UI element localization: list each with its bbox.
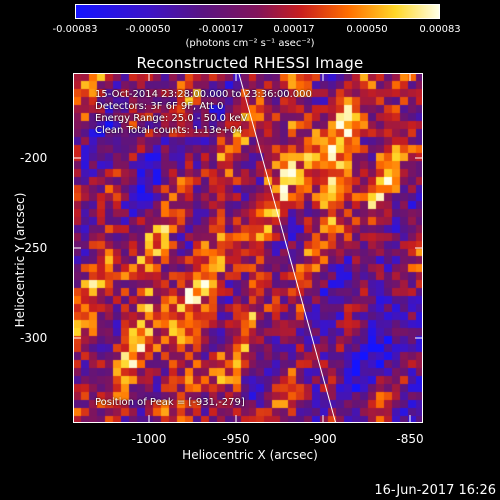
- colorbar-tick: -0.00017: [198, 24, 244, 35]
- colorbar-tick: -0.00083: [52, 24, 98, 35]
- x-tick-label: -900: [309, 432, 337, 446]
- x-axis-title: Heliocentric X (arcsec): [182, 448, 318, 462]
- timestamp-footer: 16-Jun-2017 16:26: [374, 483, 496, 498]
- image-panel: 15-Oct-2014 23:28:00.000 to 23:36:00.000…: [73, 73, 423, 423]
- x-tick-label: -950: [222, 432, 250, 446]
- image-title: Reconstructed RHESSI Image: [136, 54, 364, 72]
- time-range: 15-Oct-2014 23:28:00.000 to 23:36:00.000: [95, 89, 312, 100]
- x-tick-label: -850: [396, 432, 424, 446]
- colorbar-tick: 0.00050: [346, 24, 388, 35]
- colorbar-units: (photons cm⁻² s⁻¹ asec⁻²): [185, 38, 315, 49]
- rhessi-image-map: [74, 74, 422, 422]
- colorbar-tick: 0.00017: [273, 24, 315, 35]
- x-tick-label: -1000: [131, 432, 167, 446]
- clean-counts: Clean Total counts: 1.13e+04: [95, 125, 243, 136]
- peak-position: Position of Peak = [-931,-279]: [95, 397, 245, 408]
- y-tick-label: -200: [20, 151, 48, 165]
- colorbar: [75, 4, 440, 19]
- colorbar-tick: 0.00083: [419, 24, 461, 35]
- y-tick-label: -250: [20, 241, 48, 255]
- y-tick-label: -300: [20, 331, 48, 345]
- y-axis-title: Heliocentric Y (arcsec): [13, 192, 27, 328]
- colorbar-tick: -0.00050: [125, 24, 171, 35]
- detectors-line: Detectors: 3F 6F 9F, Att 0: [95, 101, 224, 112]
- energy-range: Energy Range: 25.0 - 50.0 keV: [95, 113, 248, 124]
- solar-limb: [238, 74, 336, 422]
